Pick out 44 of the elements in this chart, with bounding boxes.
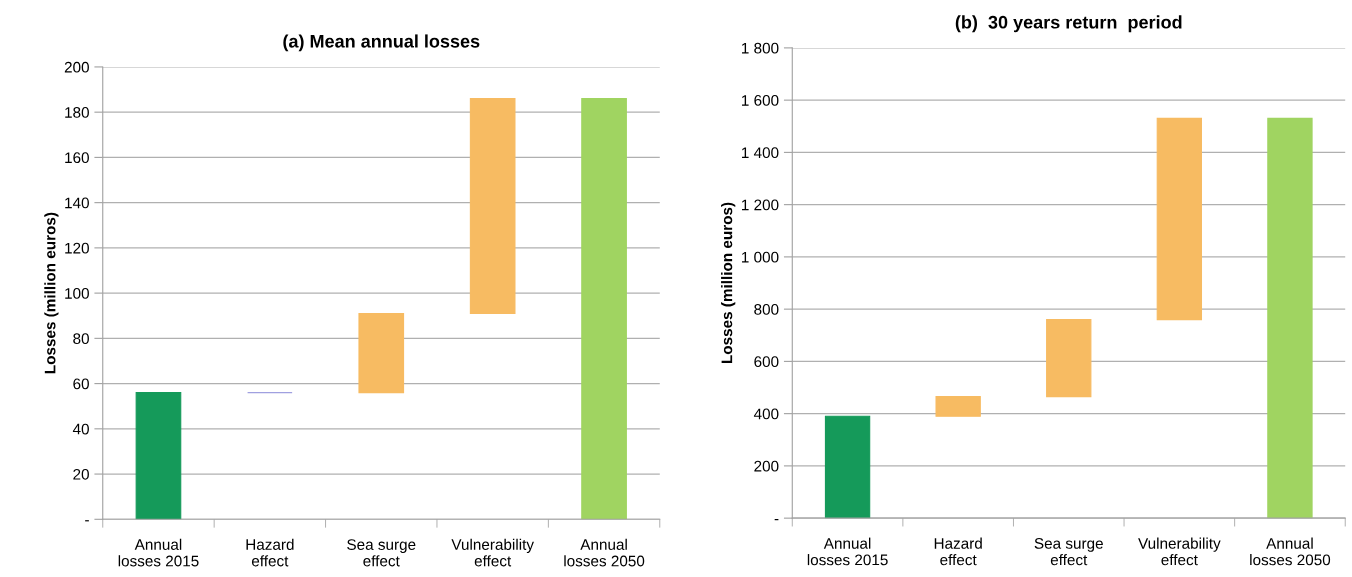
y-tick-label: - (774, 519, 779, 521)
y-tick-label: 1 800 (742, 42, 779, 54)
y-tick-label: 600 (754, 356, 779, 368)
chart-title: (b) 30 years return period (955, 15, 1182, 33)
bar (824, 415, 871, 519)
x-tick-label: Vulnerability effect (1138, 537, 1221, 566)
y-tick-label: 1 400 (742, 147, 779, 159)
y-tick-label: 1 200 (742, 199, 779, 211)
y-tick-label: 800 (754, 304, 779, 315)
bar (935, 396, 981, 417)
y-tick-label: 60 (73, 378, 89, 390)
bar (581, 98, 627, 520)
y-tick-label: 400 (753, 408, 779, 420)
y-tick-label: 80 (73, 333, 89, 345)
y-axis-title: Losses (million euros) (721, 202, 736, 364)
y-axis-title: Losses (million euros) (44, 212, 59, 374)
x-tick-label: Sea surge effect (1034, 537, 1103, 566)
x-tick-label: Vulnerability effect (451, 538, 534, 567)
y-tick-label: 1 600 (742, 95, 779, 106)
y-tick-label: 1 000 (742, 251, 779, 263)
x-tick-label: Annual losses 2015 (118, 538, 199, 567)
x-tick-label: Annual losses 2050 (564, 538, 645, 567)
y-tick-label: 160 (65, 152, 89, 164)
y-tick-label: - (85, 520, 89, 522)
chart-title: (a) Mean annual losses (283, 34, 480, 52)
x-tick-label: Annual losses 2015 (807, 537, 888, 566)
y-tick-label: 100 (65, 287, 89, 299)
bar (1046, 319, 1092, 398)
y-tick-label: 40 (72, 423, 89, 435)
y-tick-label: 200 (64, 61, 89, 73)
bar (358, 312, 405, 394)
y-tick-label: 200 (754, 460, 779, 472)
x-tick-label: Annual losses 2050 (1250, 537, 1331, 566)
x-tick-label: Sea surge effect (347, 539, 416, 567)
y-tick-label: 20 (73, 468, 89, 480)
bar (1267, 117, 1313, 519)
x-tick-label: Hazard effect (246, 538, 294, 567)
bar (1156, 117, 1203, 321)
y-tick-label: 140 (65, 197, 89, 209)
x-tick-label: Hazard effect (934, 537, 982, 566)
y-tick-label: 120 (65, 242, 89, 254)
y-tick-label: 180 (65, 107, 89, 118)
bar (469, 98, 516, 315)
bar (135, 392, 182, 520)
